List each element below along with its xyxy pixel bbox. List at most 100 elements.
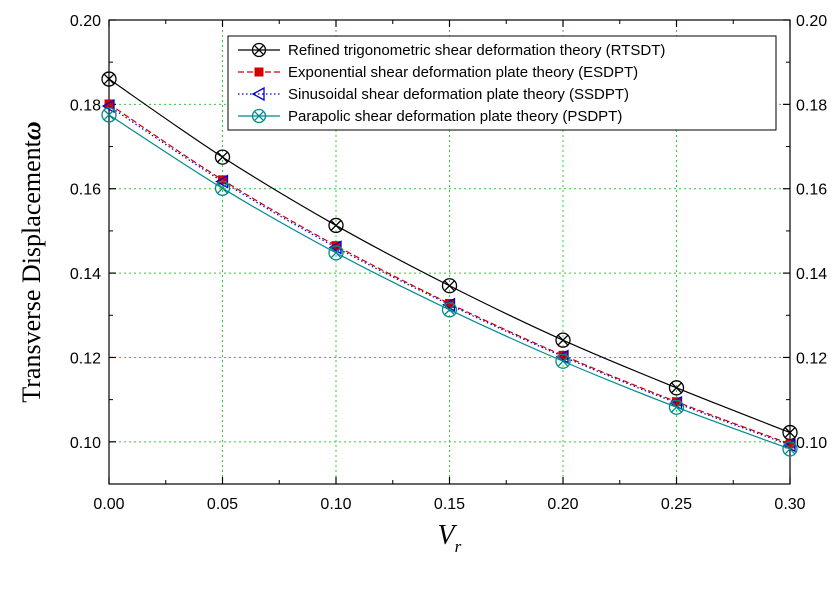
data-point (785, 439, 795, 449)
x-tick-label: 0.30 (774, 496, 805, 513)
x-tick-label: 0.00 (93, 496, 124, 513)
y-axis-title: Transverse Displacementω (17, 121, 46, 402)
y-tick-label-left: 0.12 (70, 350, 101, 367)
y-axis-title-main: Transverse Displacement (17, 139, 46, 402)
marker-square (218, 175, 227, 185)
y-axis-title-symbol: ω (17, 121, 46, 140)
data-point (218, 175, 227, 185)
legend-entry: Sinusoidal shear deformation plate theor… (238, 86, 629, 103)
x-axis-title-subscript: r (455, 537, 462, 556)
series-4 (101, 107, 798, 457)
x-tick-label: 0.10 (320, 496, 351, 513)
marker-cross (330, 247, 342, 259)
marker-cross (253, 44, 265, 56)
marker-triangle (251, 86, 265, 102)
legend-marker (251, 108, 267, 124)
legend-entry: Exponential shear deformation plate theo… (238, 64, 638, 81)
x-axis-title: Vr (438, 520, 462, 556)
axis-ticks: 0.00 0.05 0.10 0.15 0.20 0.25 0.30 0.10 0.10 0.12… (70, 13, 827, 513)
y-tick-label-right: 0.12 (796, 350, 827, 367)
marker-triangle (101, 98, 115, 114)
y-tick-label-right: 0.18 (796, 97, 827, 114)
marker-circle (555, 332, 571, 348)
data-point (441, 278, 458, 294)
data-point (555, 332, 571, 348)
y-tick-label-right: 0.16 (796, 182, 827, 199)
data-point (782, 441, 798, 457)
legend-label: Parapolic shear deformation plate theory… (288, 108, 622, 125)
x-tick-label: 0.05 (207, 496, 238, 513)
y-tick-label-right: 0.20 (796, 13, 827, 30)
y-tick-label-left: 0.10 (70, 435, 101, 452)
marker-square (672, 397, 681, 407)
data-point (555, 353, 571, 369)
legend-marker (251, 42, 267, 58)
x-tick-label: 0.20 (547, 496, 578, 513)
marker-cross (784, 443, 796, 455)
marker-circle (251, 108, 267, 124)
marker-cross (444, 280, 455, 292)
marker-circle (668, 380, 685, 396)
y-tick-label-right: 0.10 (796, 435, 827, 452)
marker-circle (441, 278, 458, 294)
marker-circle (555, 353, 571, 369)
data-point (214, 149, 231, 165)
marker-circle (328, 217, 344, 234)
data-point (328, 217, 344, 234)
marker-cross (557, 355, 569, 367)
legend-marker (251, 86, 265, 102)
data-point (668, 380, 685, 396)
x-tick-label: 0.15 (434, 496, 465, 513)
legend-label: Sinusoidal shear deformation plate theor… (288, 86, 629, 103)
data-point (101, 71, 117, 87)
marker-cross (103, 73, 115, 85)
legend-entry: Refined trigonometric shear deformation … (238, 42, 665, 59)
marker-square (104, 99, 114, 109)
marker-cross (671, 382, 682, 394)
y-tick-label-left: 0.20 (70, 13, 101, 30)
marker-circle (214, 180, 231, 196)
marker-cross (330, 219, 342, 231)
marker-triangle (215, 174, 229, 189)
y-tick-label-left: 0.16 (70, 182, 101, 199)
marker-cross (103, 109, 115, 121)
data-point (672, 397, 681, 407)
legend-entry: Parapolic shear deformation plate theory… (238, 108, 622, 125)
marker-cross (217, 182, 228, 194)
y-tick-label-left: 0.14 (70, 266, 101, 283)
legend-label: Exponential shear deformation plate theo… (288, 64, 638, 81)
legend: Refined trigonometric shear deformation … (227, 35, 777, 131)
series-layer (101, 71, 798, 457)
marker-cross (557, 334, 569, 346)
marker-circle (328, 245, 344, 261)
marker-square (445, 298, 454, 308)
legend-box (227, 35, 777, 131)
data-point (215, 174, 229, 189)
series-1 (101, 71, 798, 441)
marker-circle (101, 107, 117, 123)
marker-cross (671, 401, 682, 413)
data-point (214, 180, 231, 196)
data-point (104, 99, 114, 109)
data-point (101, 98, 115, 114)
data-point (328, 245, 344, 261)
y-tick-label-left: 0.18 (70, 97, 101, 114)
marker-square (558, 350, 568, 360)
marker-circle (782, 441, 798, 457)
data-point (445, 298, 454, 308)
data-point (668, 399, 685, 415)
marker-circle (214, 149, 231, 165)
marker-square (254, 67, 264, 77)
marker-cross (217, 151, 228, 163)
x-tick-label: 0.25 (661, 496, 692, 513)
marker-square (785, 439, 795, 449)
marker-circle (101, 71, 117, 87)
legend-marker (254, 67, 264, 77)
marker-cross (253, 110, 265, 122)
marker-circle (668, 399, 685, 415)
marker-cross (784, 427, 796, 439)
data-point (101, 107, 117, 123)
marker-circle (441, 302, 458, 318)
data-point (558, 350, 568, 360)
